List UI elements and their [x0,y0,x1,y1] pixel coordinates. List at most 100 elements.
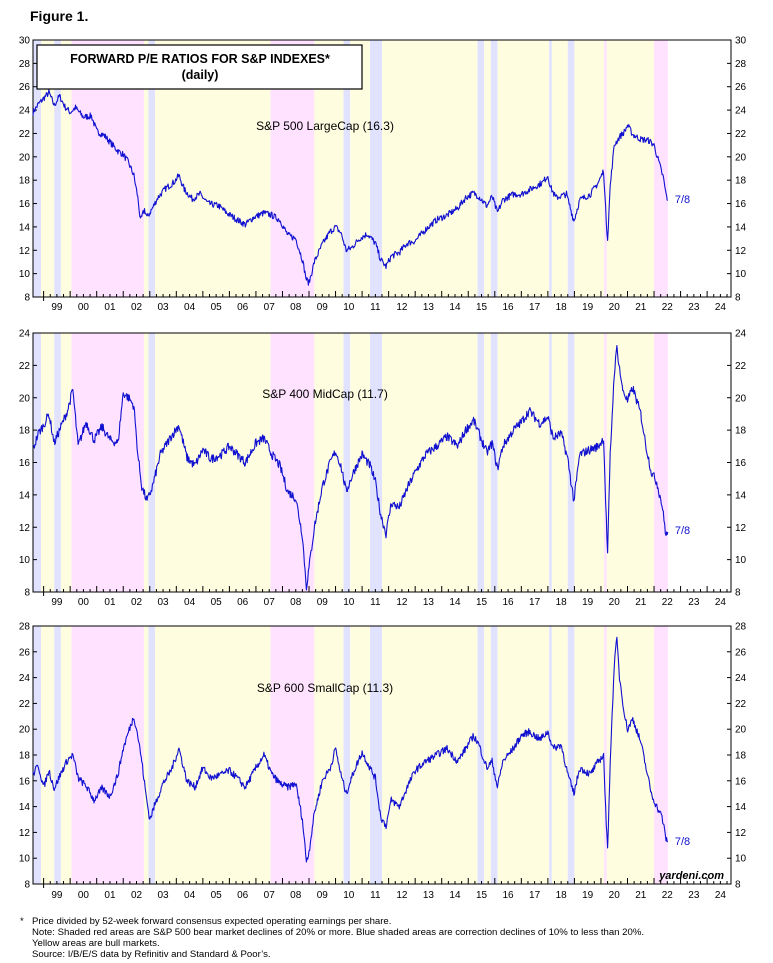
legend-subtitle: (daily) [182,68,219,82]
y-tick-label-right: 12 [735,523,747,534]
y-tick-label-right: 24 [735,106,747,117]
y-tick-label-right: 16 [735,199,747,210]
x-tick-label: 12 [396,302,408,313]
bull-region [484,333,491,592]
correction-region [370,626,382,884]
y-tick-label-right: 30 [735,36,747,47]
y-tick-label-right: 20 [735,725,747,736]
x-tick-label: 21 [635,302,647,313]
correction-region [549,333,552,592]
x-tick-label: 10 [343,890,355,901]
bull-region [574,40,605,297]
y-tick-label-right: 18 [735,176,747,187]
x-tick-label: 07 [264,890,276,901]
y-tick-label-left: 12 [19,828,31,839]
x-tick-label: 20 [609,890,621,901]
y-tick-label-right: 18 [735,751,747,762]
bull-region [606,40,655,297]
correction-region [490,40,498,297]
y-tick-label-left: 26 [19,647,31,658]
footnote-row: Source: I/B/E/S data by Refinitiv and St… [20,949,760,960]
bull-region [497,626,550,884]
y-tick-label-left: 18 [19,176,31,187]
x-tick-label: 17 [529,597,541,608]
y-tick-label-left: 22 [19,361,31,372]
x-tick-label: 09 [317,302,329,313]
x-tick-label: 17 [529,890,541,901]
y-tick-label-right: 28 [735,622,747,633]
bull-region [155,626,271,884]
footnote-row: * Price divided by 52-week forward conse… [20,916,760,927]
correction-region [370,333,382,592]
chart-panel-2: 8 8 10 10 12 12 14 14 16 16 18 18 20 20 22 22 24 24 99 00 01… [19,329,747,609]
x-tick-label: 11 [370,597,381,608]
chart-panel-3: 8 8 10 10 12 12 14 14 16 16 18 18 20 20 22 22 24 24 26 26 28… [19,622,747,902]
bull-region [484,626,491,884]
bull-region [551,40,568,297]
y-tick-label-left: 14 [19,222,31,233]
x-tick-label: 10 [343,597,355,608]
bull-region [143,40,149,297]
footnote-row: Yellow areas are bull markets. [20,938,760,949]
x-tick-label: 18 [556,302,568,313]
watermark: yardeni.com [658,870,724,882]
correction-region [549,40,552,297]
y-tick-label-left: 18 [19,751,31,762]
bear-region [270,626,315,884]
y-tick-label-right: 22 [735,129,747,140]
y-tick-label-left: 8 [24,588,30,599]
y-tick-label-left: 30 [19,36,31,47]
correction-region [54,333,61,592]
y-tick-label-right: 20 [735,152,747,163]
x-tick-label: 24 [715,890,727,901]
x-tick-label: 99 [51,890,63,901]
series-line [32,89,668,286]
y-tick-label-left: 10 [19,269,31,280]
x-tick-label: 05 [211,302,223,313]
y-tick-label-left: 20 [19,393,31,404]
panel-title: S&P 400 MidCap (11.7) [262,387,388,401]
x-tick-label: 00 [78,597,90,608]
correction-region [148,40,156,297]
y-tick-label-left: 14 [19,490,31,501]
x-tick-label: 11 [370,890,381,901]
correction-region [477,333,485,592]
x-tick-label: 24 [715,302,727,313]
correction-region [490,333,498,592]
x-tick-label: 03 [157,302,169,313]
x-tick-label: 07 [264,302,276,313]
x-tick-label: 17 [529,302,541,313]
x-tick-label: 15 [476,890,488,901]
bull-region [143,626,149,884]
x-tick-label: 12 [396,597,408,608]
x-tick-label: 23 [688,890,700,901]
y-tick-label-right: 10 [735,269,747,280]
y-tick-label-left: 22 [19,129,31,140]
bull-region [497,333,550,592]
y-tick-label-left: 14 [19,802,31,813]
y-tick-label-right: 28 [735,59,747,70]
bull-region [606,333,655,592]
footnotes: * Price divided by 52-week forward conse… [20,916,760,960]
x-tick-label: 04 [184,302,196,313]
bull-region [574,333,605,592]
y-tick-label-left: 16 [19,199,31,210]
y-tick-label-left: 28 [19,59,31,70]
bull-region [551,333,568,592]
x-tick-label: 00 [78,302,90,313]
legend-title: FORWARD P/E RATIOS FOR S&P INDEXES* [70,52,330,66]
end-date-label: 7/8 [675,525,690,537]
y-tick-label-left: 18 [19,426,31,437]
y-tick-label-left: 24 [19,329,31,340]
y-tick-label-right: 8 [735,588,741,599]
figure-title: Figure 1. [30,8,89,24]
x-tick-label: 02 [131,597,143,608]
x-tick-label: 03 [157,597,169,608]
bull-region [350,626,371,884]
bull-region [40,40,55,297]
x-tick-label: 06 [237,302,249,313]
y-tick-label-right: 14 [735,490,747,501]
x-tick-label: 04 [184,597,196,608]
x-tick-label: 19 [582,890,594,901]
bull-region [60,333,72,592]
